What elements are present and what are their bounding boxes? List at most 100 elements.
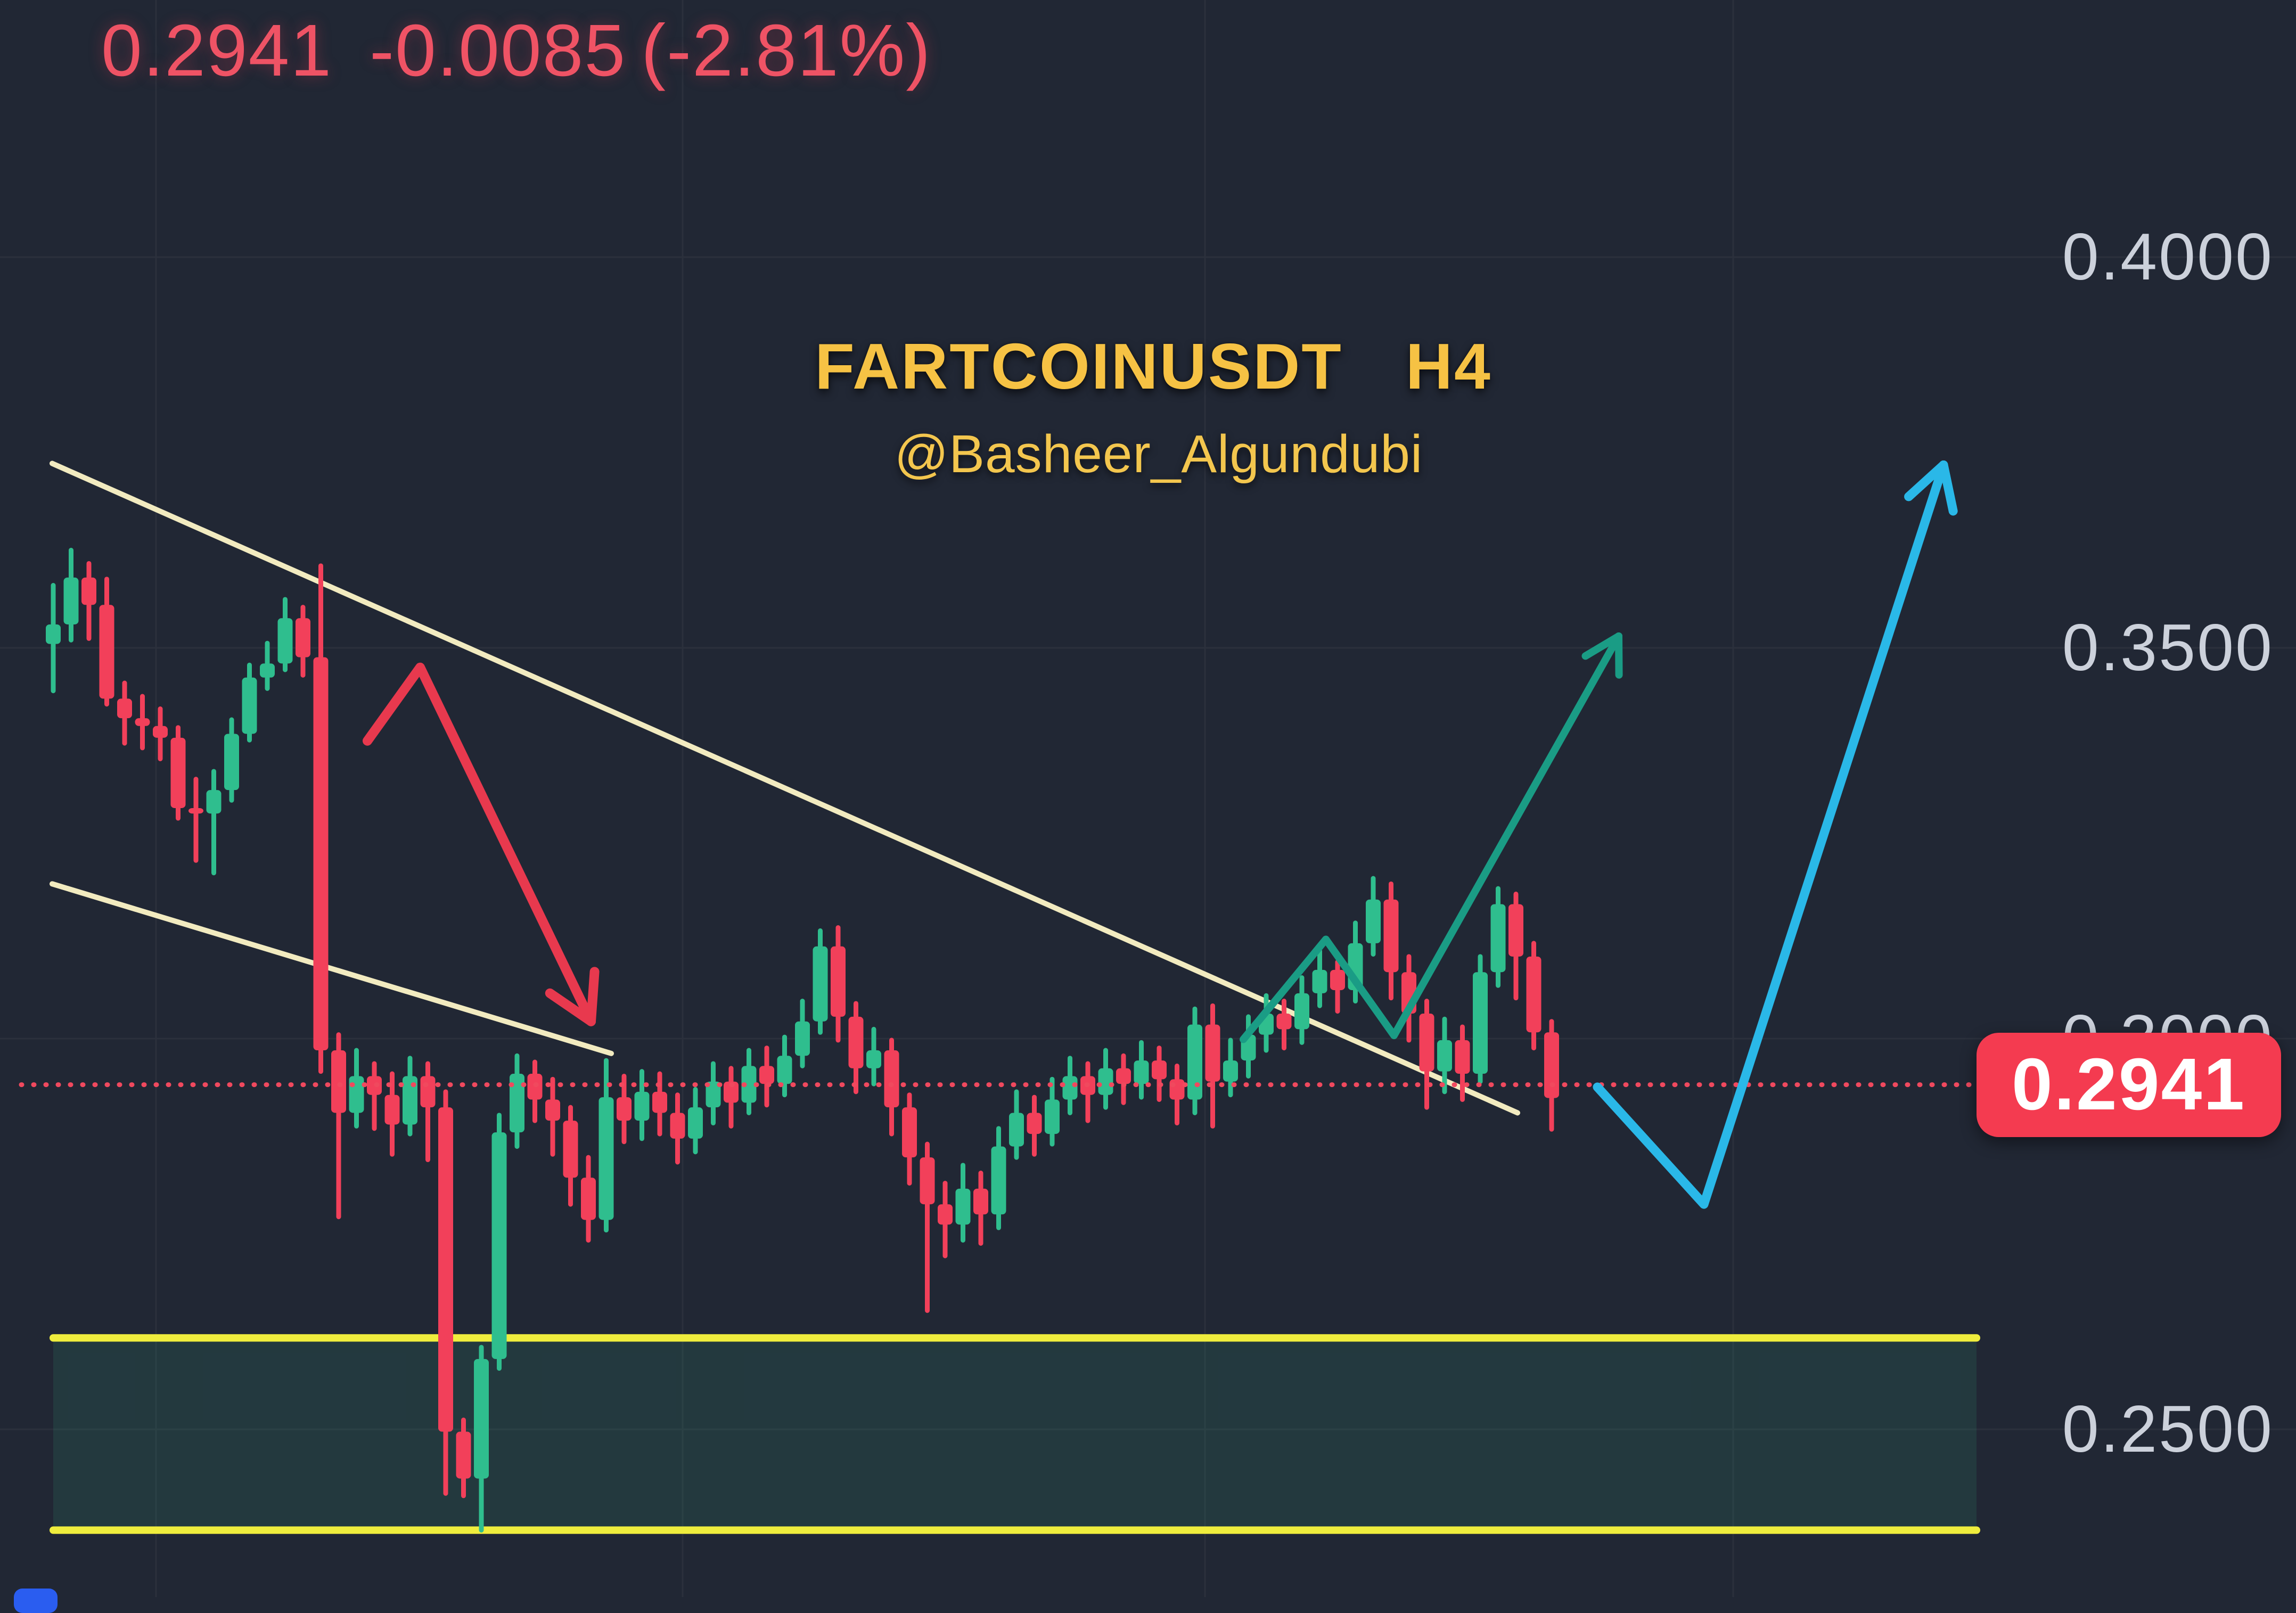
candle-up: [598, 1097, 614, 1220]
candle-up: [1062, 1076, 1078, 1100]
candle-down: [1330, 969, 1345, 990]
candle-down: [563, 1121, 578, 1178]
candle-down: [1383, 899, 1399, 973]
candle-up: [1437, 1040, 1452, 1072]
candle-down: [848, 1016, 864, 1068]
candle-down: [170, 737, 186, 808]
candle-up: [1490, 904, 1506, 973]
candle-down: [831, 946, 846, 1017]
candle-down: [581, 1178, 596, 1220]
candle-up: [706, 1081, 721, 1108]
candle-up: [277, 618, 293, 664]
candle-down: [420, 1076, 436, 1108]
trendline-lower-descending: [50, 881, 614, 1056]
candle-up: [1009, 1113, 1024, 1147]
candle-up: [741, 1066, 757, 1103]
candle-up: [813, 946, 828, 1022]
candle-up: [955, 1188, 971, 1225]
candle-down: [117, 698, 132, 719]
timeframe-label: H4: [1405, 330, 1492, 402]
candle-down: [135, 718, 150, 726]
candle-down: [902, 1107, 917, 1158]
candle-up: [991, 1146, 1006, 1215]
teal-projection-arrow: [1240, 632, 1623, 1043]
candle-down: [1169, 1079, 1185, 1100]
candle-down: [652, 1091, 667, 1113]
candle-up: [474, 1359, 489, 1479]
candle-up: [403, 1076, 417, 1125]
candle-down: [153, 726, 168, 738]
candle-down: [670, 1113, 685, 1139]
candle-down: [884, 1050, 899, 1108]
candle-down: [1276, 1014, 1292, 1030]
author-handle: @Basheer_Algundubi: [894, 424, 1423, 484]
chart-title: FARTCOINUSDT H4: [815, 329, 1492, 404]
candle-down: [188, 808, 203, 814]
candle-down: [438, 1107, 453, 1432]
last-price-flag-text: 0.2941: [2011, 1043, 2246, 1126]
candle-down: [296, 618, 310, 657]
ticker-readout: 0.2941 -0.0085 (-2.81%): [101, 9, 931, 93]
candle-up: [46, 624, 61, 644]
candle-up: [260, 663, 275, 678]
candle-down: [724, 1081, 739, 1103]
candlestick-series: [46, 548, 1559, 1533]
candle-up: [1223, 1060, 1238, 1082]
candle-down: [384, 1094, 400, 1125]
candle-up: [206, 790, 222, 814]
candle-down: [81, 577, 96, 605]
candle-down: [617, 1097, 632, 1121]
candle-down: [456, 1431, 471, 1479]
symbol-name: FARTCOINUSDT: [815, 330, 1343, 402]
candle-up: [866, 1050, 881, 1068]
candle-up: [1312, 969, 1327, 993]
candle-down: [331, 1050, 346, 1113]
candle-down: [1544, 1032, 1559, 1098]
ticker-change-percent: (-2.81%): [641, 10, 932, 92]
price-tick-0-2500: 0.2500: [2062, 1393, 2274, 1466]
candle-up: [242, 677, 257, 734]
candle-down: [1152, 1060, 1167, 1080]
candle-down: [973, 1188, 988, 1215]
ticker-change: -0.0085: [370, 10, 627, 92]
candle-down: [1455, 1040, 1470, 1074]
candle-up: [777, 1056, 792, 1084]
candle-up: [1473, 972, 1488, 1074]
candle-up: [1366, 899, 1381, 943]
candle-up: [349, 1076, 364, 1113]
candle-down: [1526, 956, 1541, 1033]
candle-up: [510, 1074, 524, 1133]
candle-down: [545, 1099, 560, 1121]
candle-up: [1294, 993, 1309, 1030]
candle-down: [1205, 1024, 1220, 1082]
candle-down: [313, 657, 329, 1051]
candle-down: [1027, 1113, 1042, 1134]
candle-down: [1419, 1014, 1434, 1072]
candle-up: [1045, 1099, 1060, 1134]
candle-up: [1098, 1068, 1113, 1095]
candle-up: [63, 577, 79, 624]
price-tick-0-3500: 0.3500: [2062, 611, 2274, 685]
cyan-projection-arrow: [1593, 460, 1958, 1209]
candle-up: [634, 1091, 650, 1121]
candle-up: [224, 734, 239, 791]
candle-down: [1508, 904, 1523, 957]
candle-down: [920, 1157, 935, 1205]
candle-down: [938, 1204, 953, 1225]
price-tick-0-4000: 0.4000: [2062, 220, 2274, 294]
candle-up: [795, 1021, 810, 1056]
ticker-last-price: 0.2941: [101, 10, 333, 92]
support-zone: [50, 1334, 1980, 1534]
last-price-flag: 0.2941: [1977, 1032, 2281, 1137]
candle-down: [1116, 1068, 1131, 1084]
candle-up: [491, 1132, 507, 1359]
candle-up: [1187, 1024, 1202, 1100]
candle-down: [99, 605, 114, 699]
candle-up: [688, 1107, 703, 1139]
red-breakdown-arrow: [363, 662, 600, 1026]
candle-up: [1134, 1060, 1149, 1084]
logo-dot: [14, 1589, 58, 1613]
candle-down: [759, 1066, 774, 1084]
